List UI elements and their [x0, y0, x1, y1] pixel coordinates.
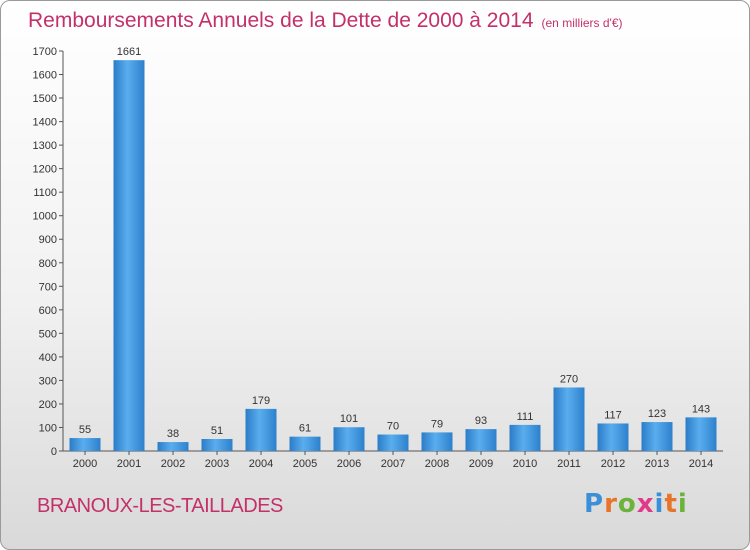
value-label-2005: 61: [299, 423, 311, 435]
bar-2011: [553, 387, 585, 451]
y-tick-label: 400: [39, 352, 57, 364]
x-tick-label: 2008: [425, 458, 449, 470]
x-tick-label: 2014: [689, 458, 713, 470]
y-tick-label: 1500: [33, 93, 57, 105]
bar-2002: [157, 442, 189, 451]
x-tick-label: 2000: [73, 458, 97, 470]
y-tick-label: 1700: [33, 46, 57, 58]
x-tick-label: 2005: [293, 458, 317, 470]
x-tick-label: 2002: [161, 458, 185, 470]
y-tick-label: 100: [39, 422, 57, 434]
y-tick-label: 1400: [33, 117, 57, 129]
bar-2003: [201, 439, 233, 451]
y-axis: 0 100 200 300 400 500 600 700 800 900 1000 1100 1200…: [33, 46, 64, 458]
y-tick-label: 1100: [33, 187, 57, 199]
y-tick-label: 1000: [33, 211, 57, 223]
y-tick-label: 300: [39, 375, 57, 387]
bar-2010: [509, 424, 541, 451]
commune-name: BRANOUX-LES-TAILLADES: [37, 495, 283, 517]
bar-2000: [69, 438, 101, 451]
bar-2012: [597, 423, 629, 451]
chart-title-text: Remboursements Annuels de la Dette de 20…: [28, 9, 534, 32]
x-tick-label: 2007: [381, 458, 405, 470]
value-label-2009: 93: [475, 415, 487, 427]
x-axis: 2000 2001 2002 2003 2004 2005 2006 2007 2008 2009…: [63, 450, 723, 470]
value-label-2001: 1661: [117, 46, 141, 58]
value-label-2010: 111: [517, 411, 534, 423]
value-label-2007: 70: [387, 421, 399, 433]
bar-2005: [289, 436, 321, 451]
x-tick-label: 2011: [557, 458, 581, 470]
value-label-2006: 101: [340, 413, 358, 425]
x-tick-label: 2003: [205, 458, 229, 470]
bar-2008: [421, 432, 453, 451]
value-label-2004: 179: [252, 395, 270, 407]
value-label-2014: 143: [692, 403, 710, 415]
y-tick-label: 600: [39, 305, 57, 317]
value-label-2003: 51: [211, 425, 223, 437]
y-tick-label: 500: [39, 328, 57, 340]
bar-2004: [245, 408, 277, 451]
chart-subtitle: (en milliers d'€): [541, 16, 623, 30]
value-label-2008: 79: [431, 418, 443, 430]
bars: 55 1661 38 51 179 61 101 70 79 93 111 270 117 123 143: [69, 46, 717, 451]
x-tick-label: 2012: [601, 458, 625, 470]
bar-2001: [113, 60, 145, 451]
value-label-2002: 38: [167, 428, 179, 440]
x-tick-label: 2009: [469, 458, 493, 470]
y-tick-label: 800: [39, 258, 57, 270]
y-tick-label: 1300: [33, 140, 57, 152]
bar-2006: [333, 427, 365, 451]
x-tick-label: 2004: [249, 458, 273, 470]
proxiti-logo: Proxiti: [584, 489, 688, 519]
x-tick-label: 2006: [337, 458, 361, 470]
bar-2007: [377, 434, 409, 451]
y-tick-label: 1600: [33, 70, 57, 82]
value-label-2012: 117: [604, 409, 622, 421]
value-label-2013: 123: [648, 408, 666, 420]
x-tick-label: 2001: [117, 458, 141, 470]
y-tick-label: 200: [39, 399, 57, 411]
bar-2014: [685, 417, 717, 451]
y-tick-label: 0: [51, 446, 57, 458]
bar-2009: [465, 429, 497, 451]
x-tick-label: 2010: [513, 458, 537, 470]
y-tick-label: 900: [39, 234, 57, 246]
value-label-2011: 270: [560, 373, 578, 385]
bar-2013: [641, 422, 673, 451]
y-tick-label: 700: [39, 281, 57, 293]
value-label-2000: 55: [79, 424, 91, 436]
x-tick-label: 2013: [645, 458, 669, 470]
chart-title: Remboursements Annuels de la Dette de 20…: [28, 9, 623, 33]
y-tick-label: 1200: [33, 164, 57, 176]
